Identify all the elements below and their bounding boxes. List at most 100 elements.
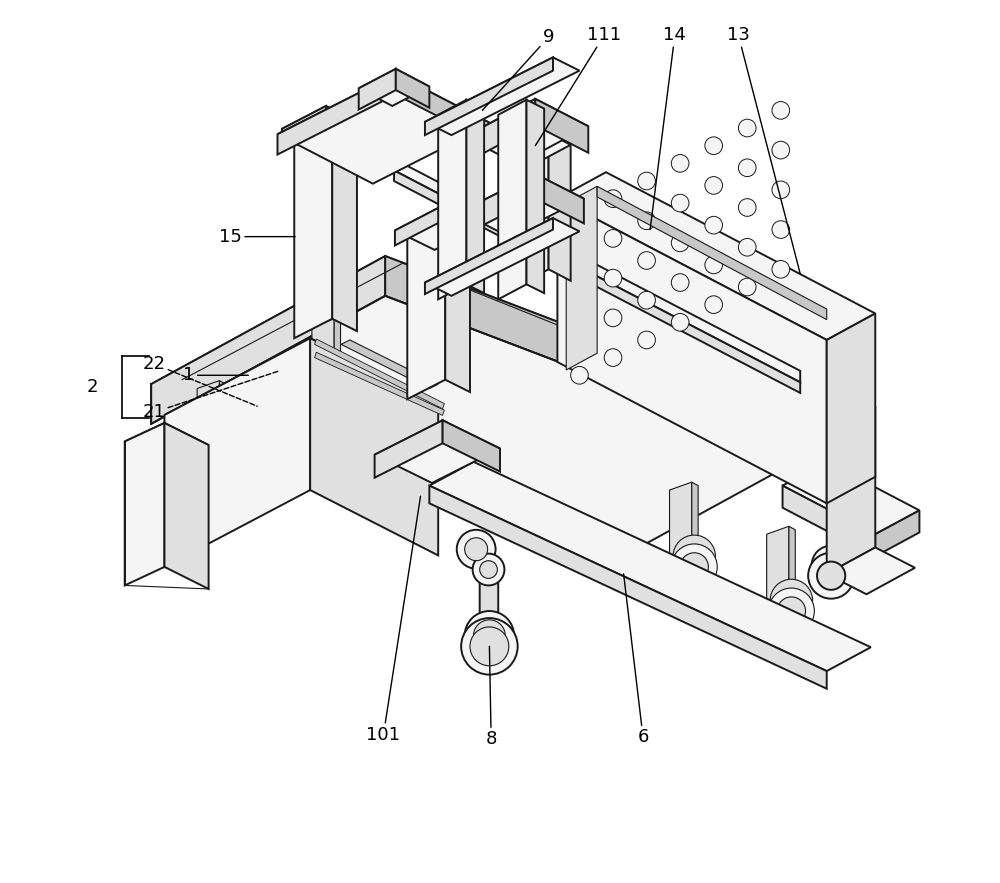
Circle shape (671, 313, 689, 331)
Circle shape (604, 230, 622, 247)
Polygon shape (395, 208, 479, 250)
Polygon shape (425, 57, 579, 135)
Circle shape (770, 579, 813, 622)
Polygon shape (429, 486, 827, 689)
Polygon shape (310, 338, 438, 555)
Circle shape (673, 535, 715, 577)
Circle shape (519, 159, 534, 173)
Polygon shape (396, 74, 491, 144)
Polygon shape (783, 486, 875, 556)
Polygon shape (375, 420, 500, 483)
Polygon shape (277, 74, 491, 184)
Text: 111: 111 (535, 26, 621, 146)
Polygon shape (549, 133, 571, 281)
Circle shape (671, 274, 689, 291)
Circle shape (772, 141, 790, 159)
Polygon shape (125, 423, 209, 464)
Circle shape (461, 618, 518, 675)
Circle shape (705, 216, 723, 234)
Circle shape (638, 252, 655, 269)
Circle shape (738, 159, 756, 177)
Circle shape (571, 327, 588, 344)
Circle shape (465, 538, 488, 561)
Polygon shape (164, 423, 209, 589)
Circle shape (738, 278, 756, 296)
Polygon shape (438, 100, 466, 299)
Circle shape (738, 199, 756, 216)
Polygon shape (315, 339, 444, 409)
Polygon shape (332, 115, 357, 331)
Circle shape (315, 372, 358, 414)
Circle shape (519, 198, 534, 212)
Polygon shape (282, 106, 326, 145)
Circle shape (473, 554, 504, 585)
Polygon shape (526, 100, 544, 293)
Polygon shape (425, 218, 553, 294)
Polygon shape (341, 340, 438, 389)
Polygon shape (509, 133, 571, 166)
Circle shape (571, 247, 588, 265)
Circle shape (705, 177, 723, 194)
Circle shape (638, 172, 655, 190)
Text: 21: 21 (142, 371, 279, 421)
Circle shape (638, 212, 655, 230)
Polygon shape (151, 256, 849, 561)
Circle shape (772, 260, 790, 278)
Circle shape (638, 291, 655, 309)
Text: 101: 101 (366, 496, 421, 743)
Circle shape (638, 331, 655, 349)
Circle shape (571, 287, 588, 305)
Circle shape (571, 208, 588, 225)
Polygon shape (312, 319, 334, 393)
Polygon shape (197, 381, 219, 455)
Polygon shape (125, 423, 164, 585)
Polygon shape (692, 482, 698, 552)
Polygon shape (315, 352, 444, 415)
Polygon shape (827, 547, 915, 594)
Circle shape (323, 389, 351, 418)
Text: 13: 13 (727, 26, 800, 274)
Circle shape (470, 627, 509, 666)
Polygon shape (425, 57, 553, 135)
Polygon shape (465, 99, 588, 164)
Circle shape (571, 366, 588, 384)
Circle shape (705, 256, 723, 274)
Polygon shape (498, 100, 526, 299)
Circle shape (604, 309, 622, 327)
Polygon shape (407, 216, 445, 399)
Polygon shape (827, 406, 875, 574)
Circle shape (738, 238, 756, 256)
Polygon shape (566, 186, 597, 370)
Circle shape (604, 349, 622, 366)
Polygon shape (407, 216, 470, 248)
Circle shape (474, 620, 505, 652)
Text: 9: 9 (482, 28, 554, 110)
Polygon shape (597, 186, 827, 320)
Circle shape (777, 597, 806, 625)
Polygon shape (783, 462, 919, 534)
Polygon shape (557, 172, 875, 340)
Polygon shape (535, 174, 584, 223)
Polygon shape (535, 99, 588, 153)
Circle shape (671, 194, 689, 212)
Circle shape (201, 434, 243, 476)
Text: 8: 8 (485, 646, 497, 748)
Polygon shape (294, 115, 357, 147)
Polygon shape (151, 256, 385, 424)
Circle shape (671, 155, 689, 172)
Polygon shape (394, 159, 800, 382)
Text: 2: 2 (86, 378, 98, 396)
Circle shape (519, 237, 534, 251)
Polygon shape (396, 69, 429, 108)
Polygon shape (277, 74, 396, 155)
Polygon shape (164, 338, 310, 567)
Text: 15: 15 (219, 228, 295, 245)
Polygon shape (334, 319, 341, 389)
Polygon shape (445, 216, 470, 392)
Polygon shape (429, 462, 871, 671)
Circle shape (465, 611, 514, 660)
Polygon shape (789, 526, 795, 596)
Polygon shape (465, 99, 535, 163)
Polygon shape (557, 199, 827, 503)
Circle shape (808, 553, 854, 599)
